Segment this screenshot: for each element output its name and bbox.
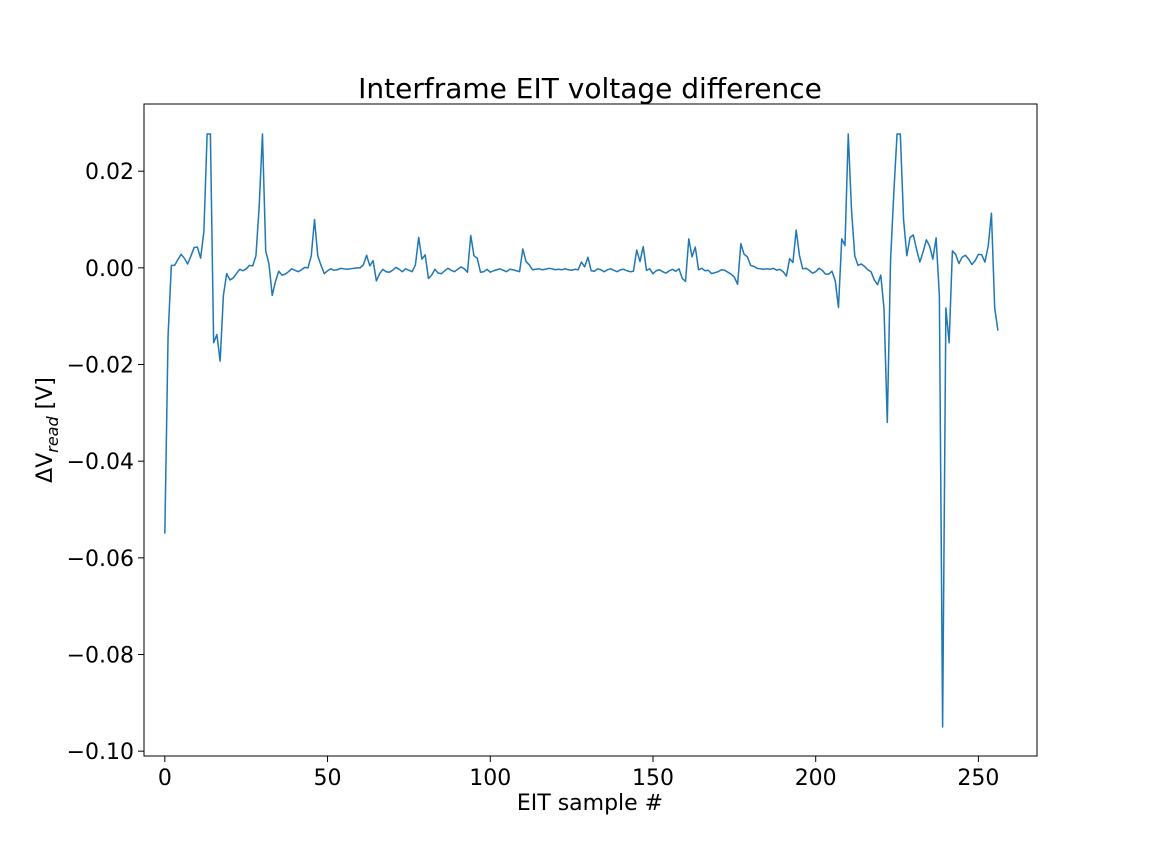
y-tick-label: −0.10 <box>67 740 134 765</box>
y-axis-label: ΔVread [V] <box>33 377 62 483</box>
y-tick-label: 0.00 <box>85 257 134 282</box>
x-axis-label: EIT sample # <box>517 791 663 816</box>
chart-title: Interframe EIT voltage difference <box>358 72 822 105</box>
x-tick-label: 50 <box>314 766 342 791</box>
x-tick-label: 100 <box>469 766 511 791</box>
series-line-0 <box>164 133 999 728</box>
plot-frame <box>143 103 1038 757</box>
x-tick-label: 150 <box>632 766 674 791</box>
y-tick-label: −0.02 <box>67 354 134 379</box>
x-tick-label: 0 <box>158 766 172 791</box>
plot-area <box>144 104 1037 756</box>
y-axis-label-suffix: [V] <box>33 377 58 416</box>
x-tick-label: 200 <box>795 766 837 791</box>
series-layer <box>164 133 999 728</box>
y-axis-label-subscript: read <box>43 416 62 453</box>
y-tick-label: 0.02 <box>85 160 134 185</box>
y-tick-label: −0.06 <box>67 547 134 572</box>
y-tick-label: −0.04 <box>67 450 134 475</box>
x-tick-label: 250 <box>957 766 999 791</box>
y-tick-label: −0.08 <box>67 644 134 669</box>
ticks-layer: 0 50 100 150 200 250 0.02 0.00 −0.02 −0.04 −0.06 −0… <box>67 160 1000 791</box>
y-axis-label-prefix: ΔV <box>33 453 58 483</box>
